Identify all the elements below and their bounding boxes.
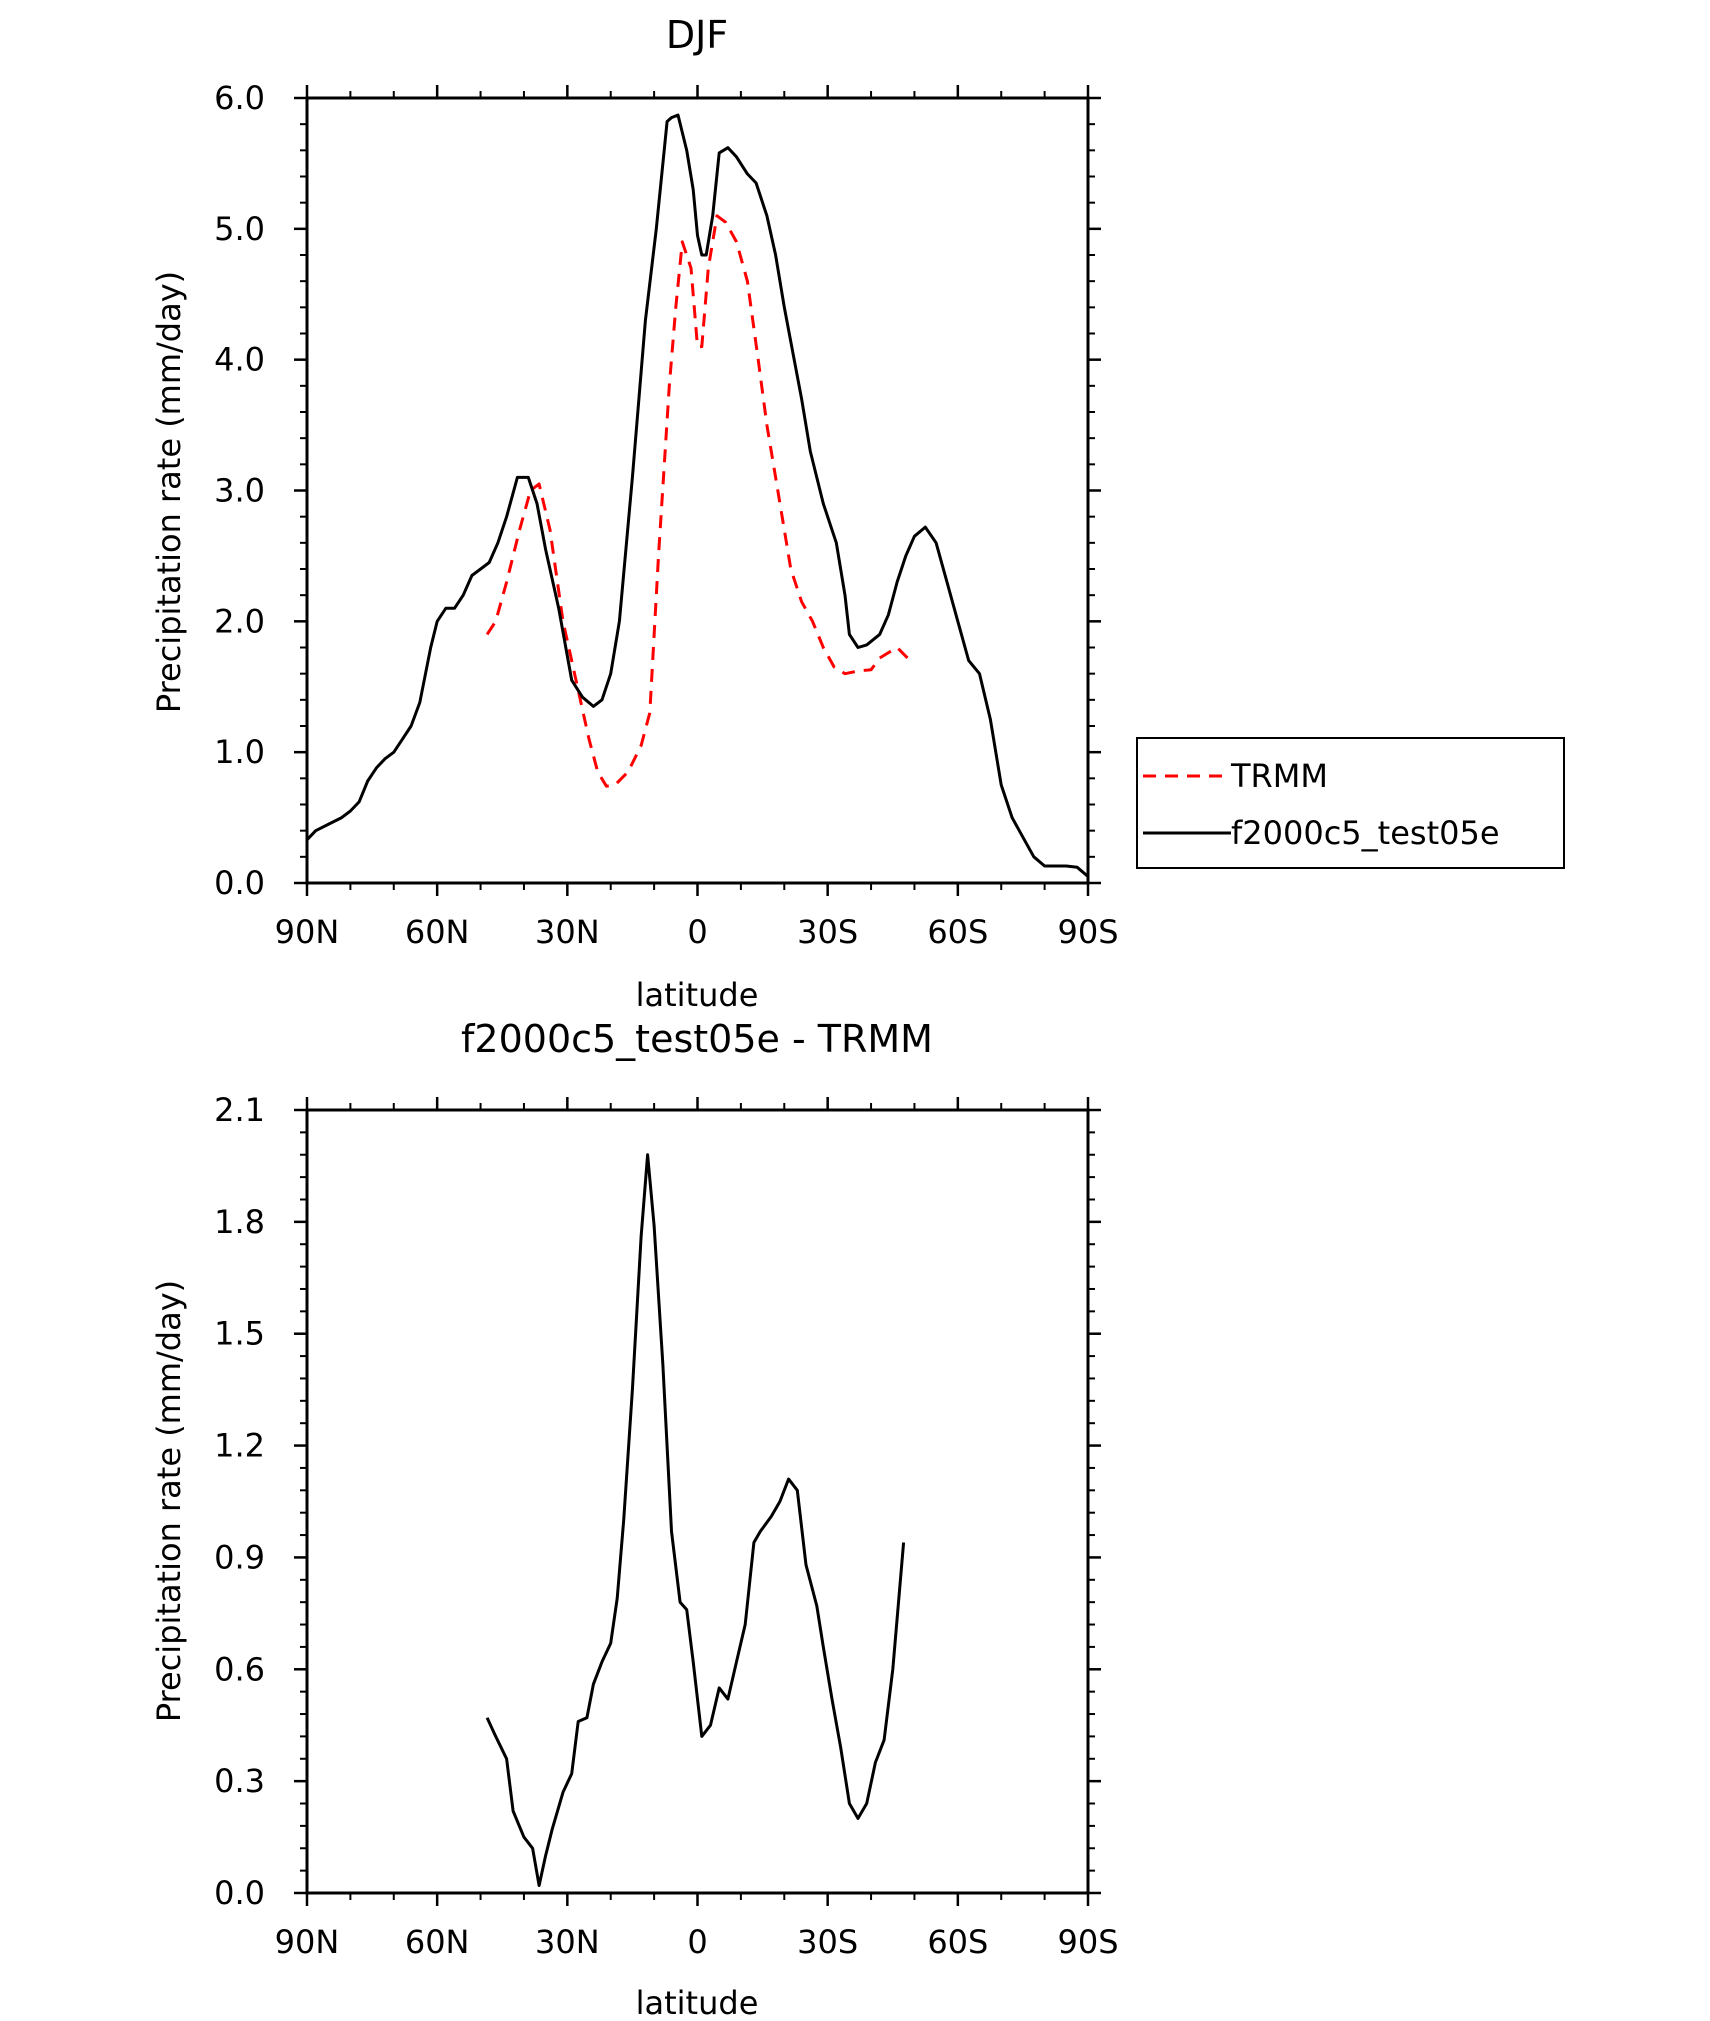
x-tick-label: 30N [535, 913, 600, 951]
x-tick-label: 60N [405, 913, 470, 951]
y-tick-label: 1.0 [214, 733, 265, 771]
series-line-1 [305, 113, 1089, 878]
panel-djf-plot: 90N 60N 30N 0 30S 60S 90S 0.0 1.0 2.0 3.0 4.0 5.0 6.0 [214, 79, 1118, 951]
x-tick-label: 30S [797, 913, 858, 951]
y-tick-label: 1.8 [214, 1203, 265, 1241]
y-tick-label: 6.0 [214, 79, 265, 117]
x-tick-label: 30N [535, 1923, 600, 1961]
panel-diff: f2000c5_test05e - TRMM 90N 60N 30N 0 30S 60S 9… [150, 1017, 1119, 2021]
y-tick-label: 0.6 [214, 1650, 265, 1688]
x-tick-label: 90S [1057, 1923, 1118, 1961]
x-tick-label: 30S [797, 1923, 858, 1961]
y-tick-label: 2.0 [214, 602, 265, 640]
y-tick-label: 0.3 [214, 1762, 265, 1800]
legend-label-model: f2000c5_test05e [1231, 814, 1500, 852]
y-tick-label: 0.0 [214, 1874, 265, 1912]
panel-diff-title: f2000c5_test05e - TRMM [461, 1017, 933, 1061]
y-tick-label: 2.1 [214, 1091, 265, 1129]
y-tick-label: 1.2 [214, 1427, 265, 1465]
legend-box [1136, 737, 1565, 869]
panel-diff-plot: 90N 60N 30N 0 30S 60S 90S 0.0 0.3 0.6 0.9 1.2 1.5 1.8… [214, 1091, 1118, 1961]
x-tick-label: 60S [927, 913, 988, 951]
x-tick-label: 90S [1057, 913, 1118, 951]
y-tick-label: 4.0 [214, 341, 265, 379]
panel-djf-title: DJF [666, 13, 728, 57]
y-tick-label: 1.5 [214, 1315, 265, 1353]
panel-djf-xlabel: latitude [636, 976, 759, 1014]
panel-djf-ylabel: Precipitation rate (mm/day) [150, 271, 188, 713]
legend-label-trmm: TRMM [1230, 757, 1328, 795]
series-line-0 [485, 1153, 906, 1887]
panel-diff-xlabel: latitude [636, 1984, 759, 2021]
x-tick-label: 0 [687, 1923, 707, 1961]
x-tick-label: 90N [275, 913, 340, 951]
x-tick-label: 60N [405, 1923, 470, 1961]
x-tick-label: 0 [687, 913, 707, 951]
y-tick-label: 5.0 [214, 210, 265, 248]
panel-djf: DJF 90N 60N 30N 0 30S 60S 90S 0.0 1.0 2.0 3.0 4.0 5.… [150, 13, 1565, 1014]
plot-frame [305, 96, 1090, 885]
plot-frame [305, 1108, 1090, 1895]
y-tick-label: 0.9 [214, 1538, 265, 1576]
y-tick-label: 3.0 [214, 472, 265, 510]
legend: TRMM f2000c5_test05e [1136, 737, 1565, 869]
x-tick-label: 60S [927, 1923, 988, 1961]
series-line-0 [485, 214, 912, 788]
y-tick-label: 0.0 [214, 864, 265, 902]
panel-diff-ylabel: Precipitation rate (mm/day) [150, 1280, 188, 1722]
x-tick-label: 90N [275, 1923, 340, 1961]
